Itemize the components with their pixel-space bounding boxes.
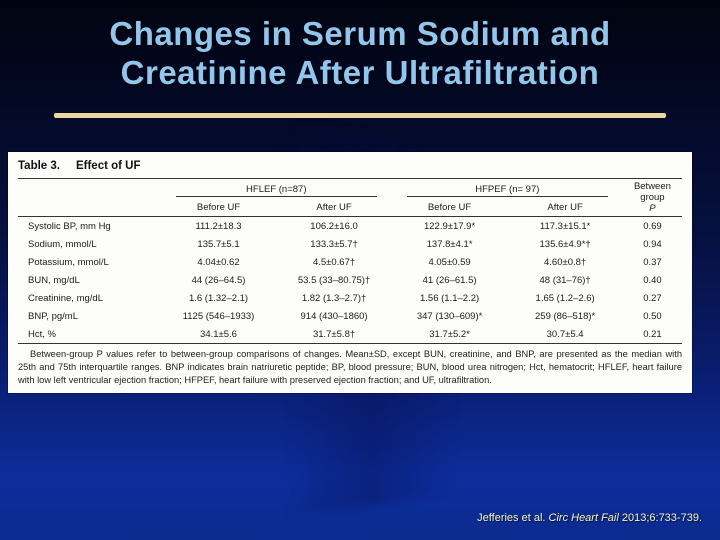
cell: 1.82 (1.3–2.7)† xyxy=(301,292,367,304)
row-label: Systolic BP, mm Hg xyxy=(28,220,111,232)
table-row: Systolic BP, mm Hg 111.2±18.3 106.2±16.0… xyxy=(18,217,682,236)
slide-title-line2: Creatinine After Ultrafiltration xyxy=(120,54,600,91)
empty-header-cell xyxy=(18,179,161,199)
p-value-cell: 0.21 xyxy=(622,325,682,344)
table-title: Effect of UF xyxy=(75,160,141,172)
cell: 48 (31–76)† xyxy=(539,274,591,286)
title-underline xyxy=(54,113,666,118)
p-value-cell: 0.94 xyxy=(643,238,662,250)
table-row: BNP, pg/mL 1125 (546–1933) 914 (430–1860… xyxy=(18,307,682,325)
cell: 1125 (546–1933) xyxy=(182,310,255,322)
citation-journal: Circ Heart Fail xyxy=(548,512,619,524)
effect-of-uf-table: HFLEF (n=87) HFPEF (n= 97) Between group… xyxy=(18,179,682,344)
slide-title: Changes in Serum Sodium and Creatinine A… xyxy=(0,14,720,92)
row-label: Hct, % xyxy=(18,325,161,344)
table-row: BUN, mg/dL 44 (26–64.5) 53.5 (33–80.75)†… xyxy=(18,271,682,289)
col-header-before-uf-hflef: Before UF xyxy=(160,199,277,218)
cell: 1.65 (1.2–2.6) xyxy=(535,292,595,304)
p-value-cell: 0.69 xyxy=(643,220,662,232)
cell: 31.7±5.8† xyxy=(276,325,392,344)
cell: 347 (130–609)* xyxy=(416,310,483,322)
cell: 4.5±0.67† xyxy=(312,256,356,268)
cell: 41 (26–61.5) xyxy=(422,274,477,286)
table-row: Potassium, mmol/L 4.04±0.62 4.5±0.67† 4.… xyxy=(18,253,682,271)
p-value-cell: 0.40 xyxy=(643,274,662,286)
cell: 914 (430–1860) xyxy=(300,310,368,322)
row-label: Sodium, mmol/L xyxy=(28,238,97,250)
group-header-row: HFLEF (n=87) HFPEF (n= 97) Between group… xyxy=(18,179,682,217)
cell: 1.56 (1.1–2.2) xyxy=(420,292,480,304)
table-number-label: Table 3. xyxy=(18,160,60,172)
table-row: Hct, % 34.1±5.6 31.7±5.8† 31.7±5.2* 30.7… xyxy=(18,325,682,344)
empty-header-cell xyxy=(18,199,161,218)
row-label: Creatinine, mg/dL xyxy=(28,292,103,304)
cell: 4.05±0.59 xyxy=(428,256,471,268)
cell: 106.2±16.0 xyxy=(310,220,358,232)
cell: 1.6 (1.32–2.1) xyxy=(188,292,249,304)
col-header-before-uf-hfpef: Before UF xyxy=(391,199,508,218)
row-label: BUN, mg/dL xyxy=(28,274,80,286)
cell: 34.1±5.6 xyxy=(160,325,277,344)
cell: 133.3±5.7† xyxy=(310,238,358,250)
table-row: Sodium, mmol/L 135.7±5.1 133.3±5.7† 137.… xyxy=(18,235,682,253)
p-value-cell: 0.50 xyxy=(643,310,662,322)
between-group-header: Between group P xyxy=(622,179,682,217)
cell: 135.6±4.9*† xyxy=(539,238,591,250)
cell: 30.7±5.4 xyxy=(507,325,623,344)
cell: 137.8±4.1* xyxy=(426,238,473,250)
group-header-cell-hflef: HFLEF (n=87) xyxy=(161,179,392,199)
p-value-label: P xyxy=(649,203,656,214)
citation: Jefferies et al. Circ Heart Fail 2013;6:… xyxy=(477,512,702,524)
cell: 31.7±5.2* xyxy=(391,325,508,344)
group-header-hfpef: HFPEF (n= 97) xyxy=(406,182,608,197)
row-label: BNP, pg/mL xyxy=(28,310,78,322)
group-header-cell-hfpef: HFPEF (n= 97) xyxy=(392,179,623,199)
table-header: HFLEF (n=87) HFPEF (n= 97) Between group… xyxy=(18,179,682,218)
table-row: Creatinine, mg/dL 1.6 (1.32–2.1) 1.82 (1… xyxy=(18,289,682,307)
cell: 259 (86–518)* xyxy=(535,310,596,322)
cell: 4.60±0.8† xyxy=(544,256,587,268)
cell: 117.3±15.1* xyxy=(539,220,591,232)
citation-authors: Jefferies et al. xyxy=(477,512,549,524)
table-top-rule xyxy=(18,178,682,179)
cell: 4.04±0.62 xyxy=(197,256,240,268)
table-panel: Table 3. Effect of UF HFLEF (n=87) HFPEF … xyxy=(8,152,692,393)
between-group-label: Between group xyxy=(633,181,671,203)
sub-header-row: Before UF After UF Before UF After UF xyxy=(18,199,682,218)
table-body: Systolic BP, mm Hg 111.2±18.3 106.2±16.0… xyxy=(18,217,682,344)
table-heading: Table 3. Effect of UF xyxy=(18,160,682,172)
row-label: Potassium, mmol/L xyxy=(28,256,109,268)
cell: 135.7±5.1 xyxy=(197,238,240,250)
p-value-cell: 0.27 xyxy=(643,292,662,304)
group-header-hflef: HFLEF (n=87) xyxy=(175,182,377,197)
table-footnote: Between-group P values refer to between-… xyxy=(18,349,682,385)
cell: 44 (26–64.5) xyxy=(191,274,246,286)
citation-pages: 2013;6:733-739. xyxy=(618,512,702,524)
cell: 122.9±17.9* xyxy=(423,220,476,232)
cell: 111.2±18.3 xyxy=(195,220,242,232)
col-header-after-uf-hfpef: After UF xyxy=(507,199,623,218)
slide-title-line1: Changes in Serum Sodium and xyxy=(109,15,611,52)
p-value-cell: 0.37 xyxy=(643,256,662,268)
col-header-after-uf-hflef: After UF xyxy=(276,199,392,218)
cell: 53.5 (33–80.75)† xyxy=(297,274,371,286)
